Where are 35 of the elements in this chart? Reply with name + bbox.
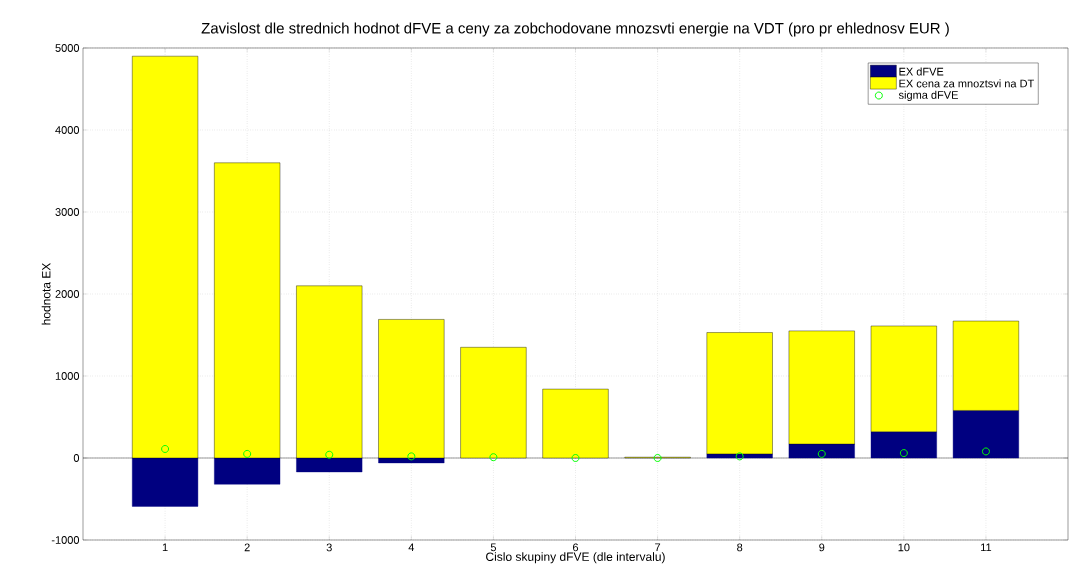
y-tick-label: 3000 bbox=[55, 208, 80, 216]
bar bbox=[870, 325, 937, 432]
legend-label: EX cena za mnoztsvi na DT bbox=[899, 79, 1034, 88]
y-tick-label: 1000 bbox=[55, 372, 80, 380]
x-tick-label: 9 bbox=[819, 543, 825, 552]
chart-title: Zavislost dle strednich hodnot dFVE a ceny za zobchodovane mnozsvti energie na VDT (pro pr ehlednosv EUR ) bbox=[201, 22, 949, 37]
bar bbox=[870, 431, 937, 459]
bar bbox=[296, 457, 363, 473]
bar bbox=[952, 410, 1019, 459]
y-tick-label: 2000 bbox=[55, 290, 80, 298]
x-tick-label: 5 bbox=[490, 543, 497, 552]
x-tick-label: 11 bbox=[981, 543, 992, 552]
x-tick-label: 10 bbox=[898, 543, 910, 552]
y-axis-title: hodnota EX bbox=[41, 262, 51, 325]
bar bbox=[952, 320, 1019, 411]
y-tick-label: 4000 bbox=[55, 126, 80, 134]
legend-label: sigma dFVE bbox=[898, 90, 958, 102]
bar bbox=[132, 457, 199, 507]
x-tick-label: 2 bbox=[244, 543, 250, 552]
y-tick-label: -1000 bbox=[51, 536, 80, 544]
x-tick-label: 7 bbox=[655, 543, 661, 552]
y-tick-label: 0 bbox=[73, 454, 80, 462]
legend-label: EX dFVE bbox=[899, 67, 944, 76]
bar bbox=[788, 443, 855, 459]
x-tick-label: 6 bbox=[573, 543, 579, 552]
x-tick-label: 4 bbox=[408, 543, 415, 552]
x-tick-label: 3 bbox=[326, 543, 332, 552]
x-tick-label: 8 bbox=[737, 543, 743, 552]
bar bbox=[788, 330, 855, 445]
bar bbox=[706, 332, 773, 455]
y-tick-label: 5000 bbox=[55, 44, 80, 52]
bar bbox=[214, 457, 281, 485]
bar bbox=[378, 457, 445, 464]
x-axis-title: Cislo skupiny dFVE (dle intervalu) bbox=[486, 552, 665, 564]
x-tick-label: 1 bbox=[162, 543, 168, 552]
